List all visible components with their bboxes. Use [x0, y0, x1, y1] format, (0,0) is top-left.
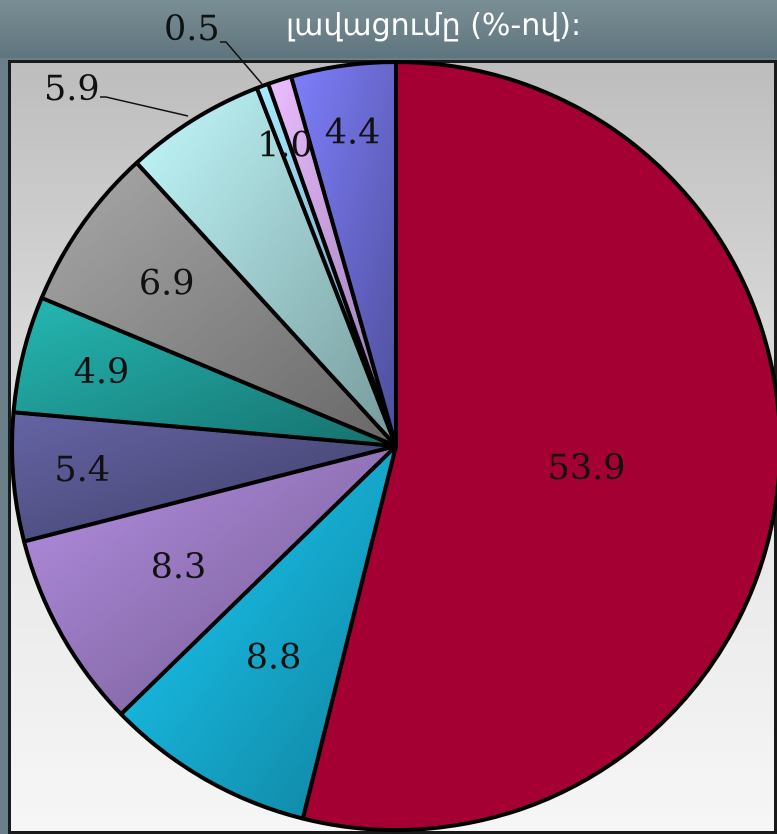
slice-label-1.0: 1.0	[257, 126, 313, 166]
slice-label-0.5: 0.5	[164, 9, 220, 49]
slice-label-6.9: 6.9	[139, 263, 195, 303]
slice-label-53.9: 53.9	[548, 448, 626, 488]
slice-label-8.3: 8.3	[151, 547, 207, 587]
chart-title: լավացումը (%-ով):	[286, 8, 582, 43]
pie-slice-4.4	[289, 60, 398, 448]
pie-slice-6.9	[39, 160, 398, 448]
leader-line-0.5	[220, 41, 263, 85]
pie-slice-8.3	[22, 444, 398, 717]
title-band	[0, 0, 777, 58]
slice-label-5.4: 5.4	[54, 450, 110, 490]
pie-slice-5.9	[134, 86, 398, 448]
slice-label-8.8: 8.8	[246, 638, 302, 678]
pie-slice-8.8	[119, 444, 398, 821]
pie-slice-53.9	[300, 60, 777, 832]
slice-label-4.4: 4.4	[325, 113, 381, 153]
slice-label-5.9: 5.9	[44, 69, 100, 109]
leader-line-5.9	[100, 96, 189, 117]
slice-label-4.9: 4.9	[74, 352, 130, 392]
